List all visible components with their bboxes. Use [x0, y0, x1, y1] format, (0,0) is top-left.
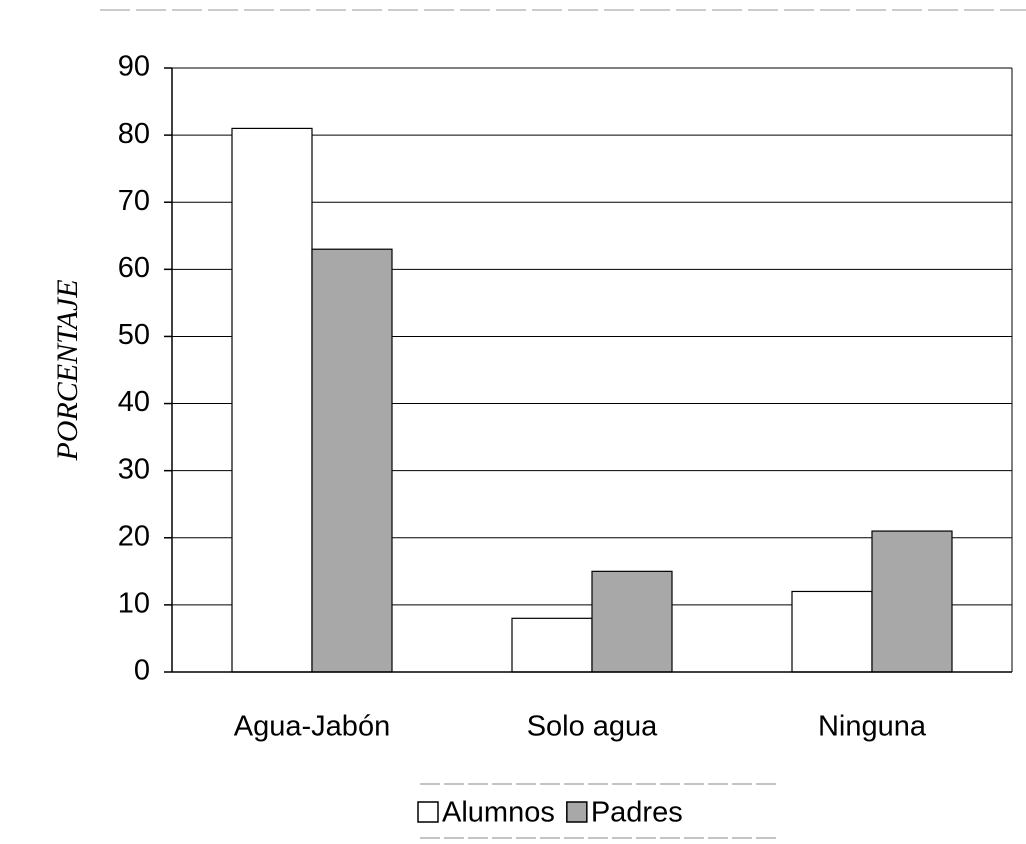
legend-swatch — [417, 801, 439, 823]
y-tick-label: 0 — [134, 655, 150, 687]
bar — [311, 248, 393, 673]
bar — [591, 570, 673, 673]
y-axis-label: PORCENTAJE — [51, 279, 84, 461]
bar — [871, 530, 953, 673]
legend-label: Padres — [591, 797, 683, 829]
y-tick-label: 60 — [118, 252, 150, 284]
y-tick-label: 70 — [118, 185, 150, 217]
y-tick-label: 40 — [118, 386, 150, 418]
bar — [511, 617, 593, 673]
legend-swatch — [566, 801, 588, 823]
y-tick-label: 30 — [118, 453, 150, 485]
x-tick-label: Ninguna — [818, 711, 927, 743]
x-tick-label: Solo agua — [527, 711, 658, 743]
y-tick-label: 20 — [118, 520, 150, 552]
bar — [791, 590, 873, 673]
legend-label: Alumnos — [442, 797, 555, 829]
y-tick-label: 10 — [118, 588, 150, 620]
y-tick-label: 80 — [118, 118, 150, 150]
y-tick-label: 50 — [118, 319, 150, 351]
x-tick-label: Agua-Jabón — [234, 711, 390, 743]
y-tick-label: 90 — [118, 51, 150, 83]
bar — [231, 127, 313, 673]
